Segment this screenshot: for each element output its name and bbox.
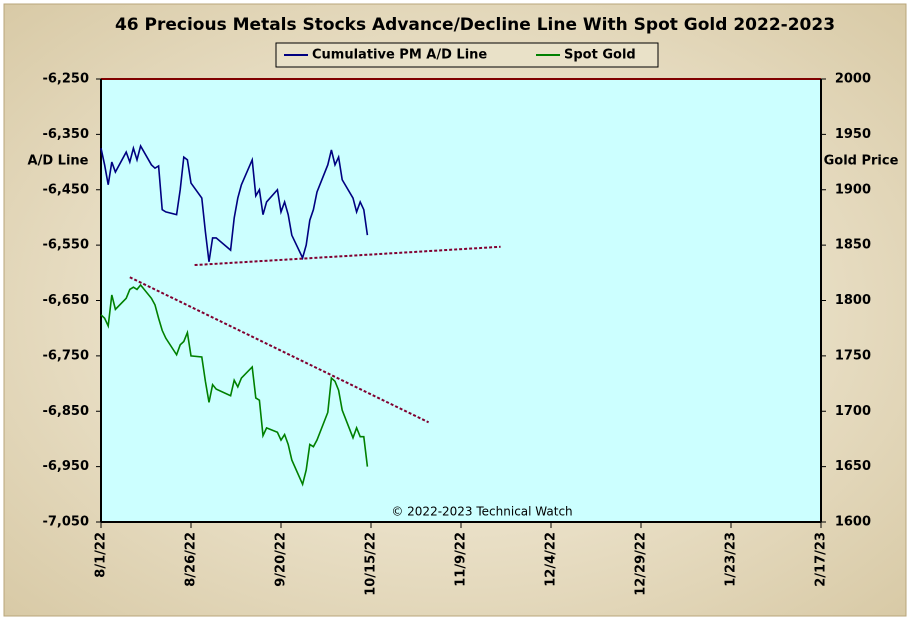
x-tick-label: 2/17/23 (814, 532, 829, 587)
series-line (100, 283, 369, 487)
y2-axis-label: Gold Price (824, 154, 899, 169)
trendline (194, 245, 501, 267)
y2-tick-label: 1850 (835, 238, 871, 253)
x-tick-label: 11/9/22 (454, 532, 469, 587)
x-tick-label: 9/20/22 (274, 532, 289, 587)
y-tick-label: -6,950 (42, 459, 89, 474)
plot-area (101, 79, 821, 522)
y-tick-label: -7,050 (42, 515, 89, 530)
y2-tick-label: 2000 (835, 72, 871, 87)
y-tick-label: -6,650 (42, 293, 89, 308)
trendline (129, 276, 430, 424)
y2-tick-label: 1700 (835, 404, 871, 419)
x-tick-label: 12/29/22 (634, 532, 649, 596)
annotation: © 2022-2023 Technical Watch (391, 505, 572, 519)
series-line (100, 143, 369, 262)
x-tick-label: 1/23/23 (724, 532, 739, 587)
y2-tick-label: 1600 (835, 515, 871, 530)
legend-label: Cumulative PM A/D Line (312, 48, 487, 63)
y2-tick-label: 1800 (835, 293, 871, 308)
y2-tick-label: 1900 (835, 182, 871, 197)
y2-tick-label: 1650 (835, 459, 871, 474)
legend: Cumulative PM A/D Line Spot Gold (275, 42, 659, 68)
y-tick-label: -6,450 (42, 182, 89, 197)
legend-label: Spot Gold (564, 48, 636, 63)
x-tick-label: 8/1/22 (94, 532, 109, 578)
x-tick-label: 10/15/22 (364, 532, 379, 596)
y2-tick-label: 1950 (835, 127, 871, 142)
y-tick-label: -6,550 (42, 238, 89, 253)
x-tick-label: 12/4/22 (544, 532, 559, 587)
y-tick-label: -6,850 (42, 404, 89, 419)
y-tick-label: -6,750 (42, 348, 89, 363)
legend-box (275, 42, 659, 68)
x-tick-label: 8/26/22 (184, 532, 199, 587)
chart-title: 46 Precious Metals Stocks Advance/Declin… (115, 15, 835, 35)
y-tick-label: -6,250 (42, 72, 89, 87)
y2-tick-label: 1750 (835, 348, 871, 363)
y-tick-label: -6,350 (42, 127, 89, 142)
y-axis-label: A/D Line (28, 154, 89, 169)
